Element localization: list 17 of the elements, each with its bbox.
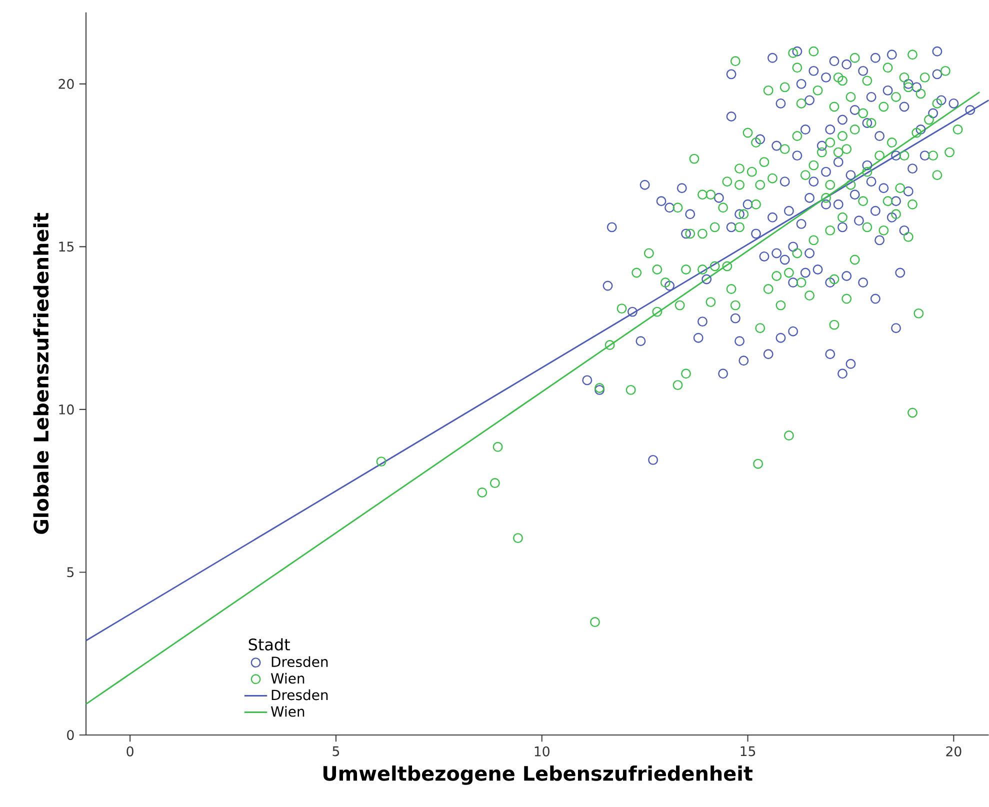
y-tick-label: 10 [59,404,74,414]
x-axis-title: Umweltbezogene Lebenszufriedenheit [323,766,753,785]
legend-label: Dresden [272,689,328,700]
legend-title: Stadt [248,638,290,651]
x-tick-label: 5 [332,746,340,756]
y-tick-label: 20 [58,78,74,89]
y-tick-label: 0 [67,730,74,740]
legend-label: Dresden [272,656,328,668]
y-tick-label: 5 [67,567,74,578]
x-tick-label: 20 [946,746,962,756]
y-tick-label: 15 [59,242,74,252]
x-tick-label: 0 [126,746,134,756]
legend-label: Wien [270,672,304,684]
x-tick-label: 15 [740,746,756,756]
y-axis-title: Globale Lebenszufriedenheit [33,212,49,534]
x-tick-label: 10 [534,746,550,756]
legend-label: Wien [270,706,304,717]
